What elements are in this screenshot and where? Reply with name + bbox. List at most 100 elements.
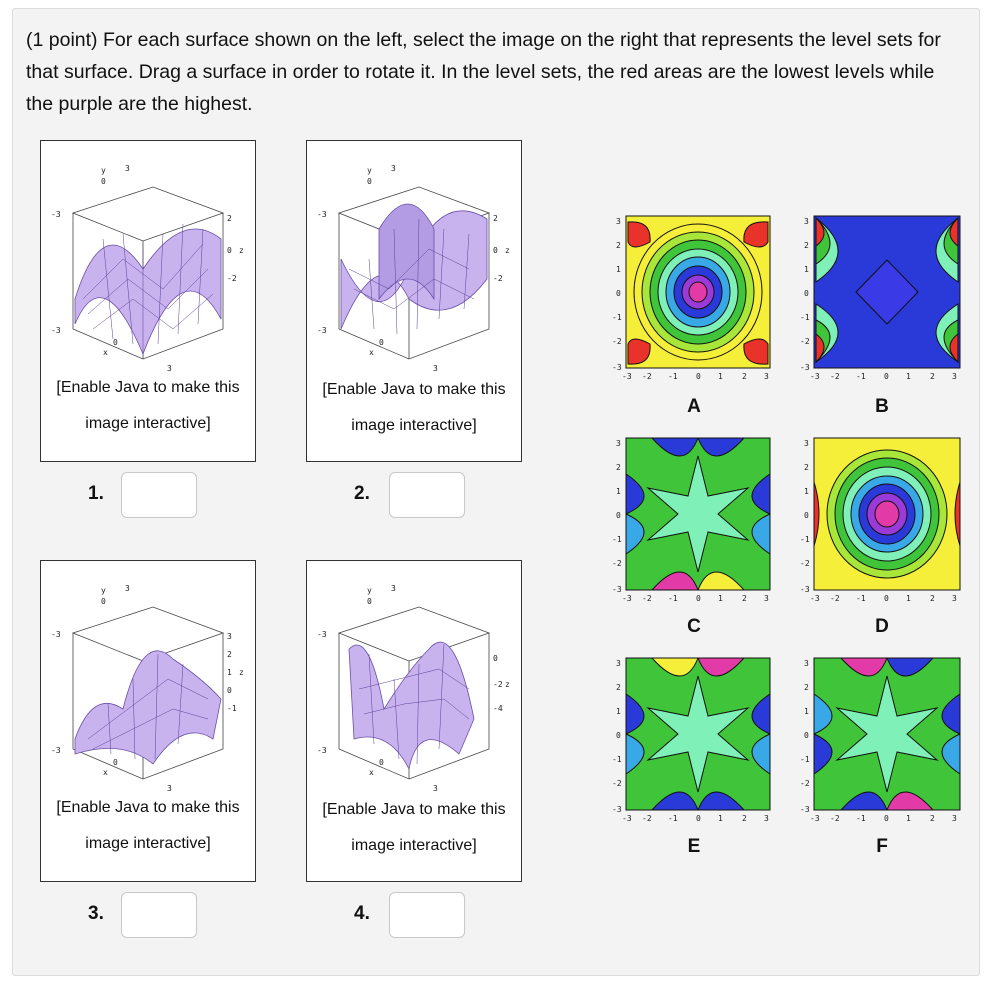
svg-text:2: 2 [227, 214, 232, 223]
answer-input-4[interactable] [389, 892, 465, 938]
svg-text:1: 1 [804, 487, 809, 496]
level-set-label-d: D [875, 616, 889, 637]
applet-message-line1: [Enable Java to make this [56, 799, 240, 816]
svg-text:0: 0 [367, 597, 372, 606]
answer-input-3[interactable] [121, 892, 197, 938]
svg-text:-3: -3 [317, 326, 327, 335]
svg-text:2: 2 [742, 814, 747, 823]
level-set-plot-d: 3 2 1 0 -1 -2 -3 -3 -2 -1 0 1 2 3 [800, 437, 961, 603]
svg-text:-2: -2 [642, 594, 652, 603]
svg-text:-1: -1 [800, 535, 810, 544]
svg-text:-1: -1 [856, 814, 866, 823]
svg-text:-3: -3 [612, 805, 622, 814]
svg-text:2: 2 [930, 814, 935, 823]
svg-text:3: 3 [167, 364, 172, 373]
svg-text:y: y [367, 586, 372, 595]
svg-text:-1: -1 [612, 535, 622, 544]
applet-message-line2: image interactive] [351, 417, 477, 434]
svg-text:-2: -2 [612, 559, 622, 568]
svg-text:3: 3 [764, 372, 769, 381]
svg-text:0: 0 [616, 511, 621, 520]
svg-text:-3: -3 [810, 372, 820, 381]
surface-plot-2[interactable]: y03 -3-3 x03 20 z-2 [309, 149, 519, 374]
svg-text:-1: -1 [668, 814, 678, 823]
svg-text:3: 3 [433, 364, 438, 373]
level-set-plot-e: 3 2 1 0 -1 -2 -3 -3 -2 -1 0 1 2 3 [612, 657, 771, 823]
svg-text:2: 2 [804, 683, 809, 692]
surface-plot-3[interactable]: y03 -3-3 x03 321 z0-1 [43, 569, 253, 794]
svg-text:y: y [367, 166, 372, 175]
svg-text:3: 3 [227, 632, 232, 641]
svg-text:x: x [103, 348, 108, 357]
svg-text:-3: -3 [51, 326, 61, 335]
answer-input-2[interactable] [389, 472, 465, 518]
svg-text:1: 1 [718, 372, 723, 381]
svg-text:x: x [369, 348, 374, 357]
svg-text:1: 1 [718, 814, 723, 823]
svg-text:2: 2 [742, 372, 747, 381]
svg-text:-1: -1 [612, 313, 622, 322]
svg-text:1: 1 [718, 594, 723, 603]
level-set-label-a: A [687, 396, 701, 417]
svg-text:0: 0 [884, 594, 889, 603]
svg-text:-3: -3 [800, 805, 810, 814]
svg-text:-3: -3 [622, 372, 632, 381]
svg-text:0: 0 [113, 758, 118, 767]
svg-text:3: 3 [952, 594, 957, 603]
svg-text:0: 0 [696, 372, 701, 381]
svg-text:-2: -2 [612, 337, 622, 346]
svg-text:0: 0 [227, 686, 232, 695]
svg-text:2: 2 [804, 241, 809, 250]
svg-text:-1: -1 [612, 755, 622, 764]
svg-text:3: 3 [167, 784, 172, 793]
svg-text:0: 0 [616, 289, 621, 298]
svg-text:0: 0 [367, 177, 372, 186]
svg-text:0: 0 [493, 246, 498, 255]
svg-text:0: 0 [696, 814, 701, 823]
svg-text:z: z [239, 668, 244, 677]
svg-text:-2: -2 [612, 779, 622, 788]
svg-text:3: 3 [616, 217, 621, 226]
level-set-plot-a: 3 2 1 0 -1 -2 -3 -3 -2 -1 0 1 2 3 [612, 215, 771, 381]
svg-text:1: 1 [616, 707, 621, 716]
question-number-3: 3. [88, 903, 104, 924]
svg-text:0: 0 [804, 731, 809, 740]
svg-text:x: x [103, 768, 108, 777]
svg-text:-1: -1 [668, 372, 678, 381]
answer-input-1[interactable] [121, 472, 197, 518]
svg-text:3: 3 [764, 594, 769, 603]
level-set-label-c: C [687, 616, 701, 637]
surface-plot-4[interactable]: y03 -3-3 x03 0-2 z-4 [309, 569, 519, 794]
svg-text:-2: -2 [493, 274, 503, 283]
svg-text:3: 3 [616, 659, 621, 668]
svg-text:1: 1 [804, 707, 809, 716]
svg-text:-1: -1 [800, 755, 810, 764]
svg-text:y: y [101, 586, 106, 595]
svg-text:x: x [369, 768, 374, 777]
question-number-4: 4. [354, 903, 370, 924]
applet-message-line1: [Enable Java to make this [322, 381, 506, 398]
svg-text:0: 0 [113, 338, 118, 347]
svg-text:-3: -3 [622, 594, 632, 603]
svg-text:z: z [239, 246, 244, 255]
svg-text:-3: -3 [612, 363, 622, 372]
svg-text:3: 3 [433, 784, 438, 793]
question-number-1: 1. [88, 483, 104, 504]
svg-text:-2: -2 [227, 274, 237, 283]
problem-prompt: (1 point) For each surface shown on the … [26, 29, 941, 115]
svg-text:3: 3 [952, 814, 957, 823]
svg-text:0: 0 [493, 654, 498, 663]
svg-text:3: 3 [804, 217, 809, 226]
svg-text:0: 0 [884, 372, 889, 381]
svg-text:0: 0 [616, 731, 621, 740]
svg-text:-3: -3 [317, 630, 327, 639]
svg-text:2: 2 [930, 594, 935, 603]
svg-text:0: 0 [101, 177, 106, 186]
surface-plot-1[interactable]: y03 -3-3 x03 20 z-2 [43, 149, 253, 374]
svg-text:3: 3 [616, 439, 621, 448]
svg-text:3: 3 [764, 814, 769, 823]
